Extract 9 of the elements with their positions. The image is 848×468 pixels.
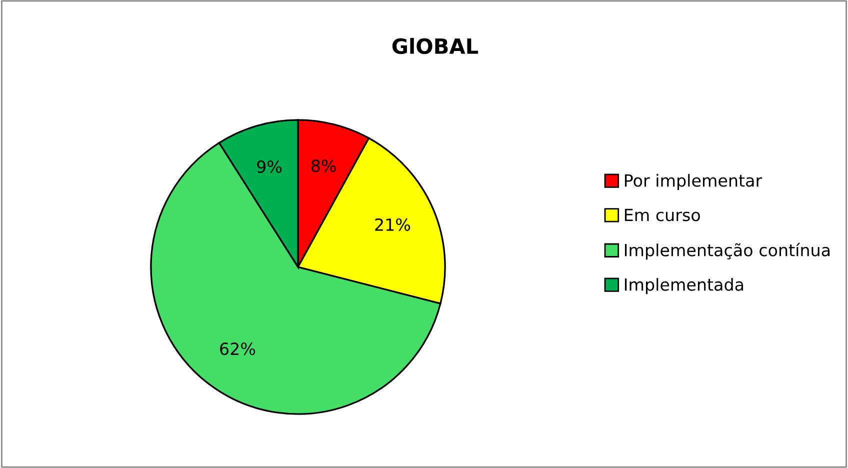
legend-label: Por implementar [624,174,762,190]
legend-label: Em curso [624,208,700,222]
chart-title: GlOBAL [392,38,478,54]
data-label: 21% [375,218,410,231]
legend-label: Implementada [624,278,744,294]
data-label: 8% [312,160,336,172]
data-label: 9% [257,160,282,173]
data-label: 62% [220,342,256,356]
legend-label: Implementação contínua [624,242,830,260]
